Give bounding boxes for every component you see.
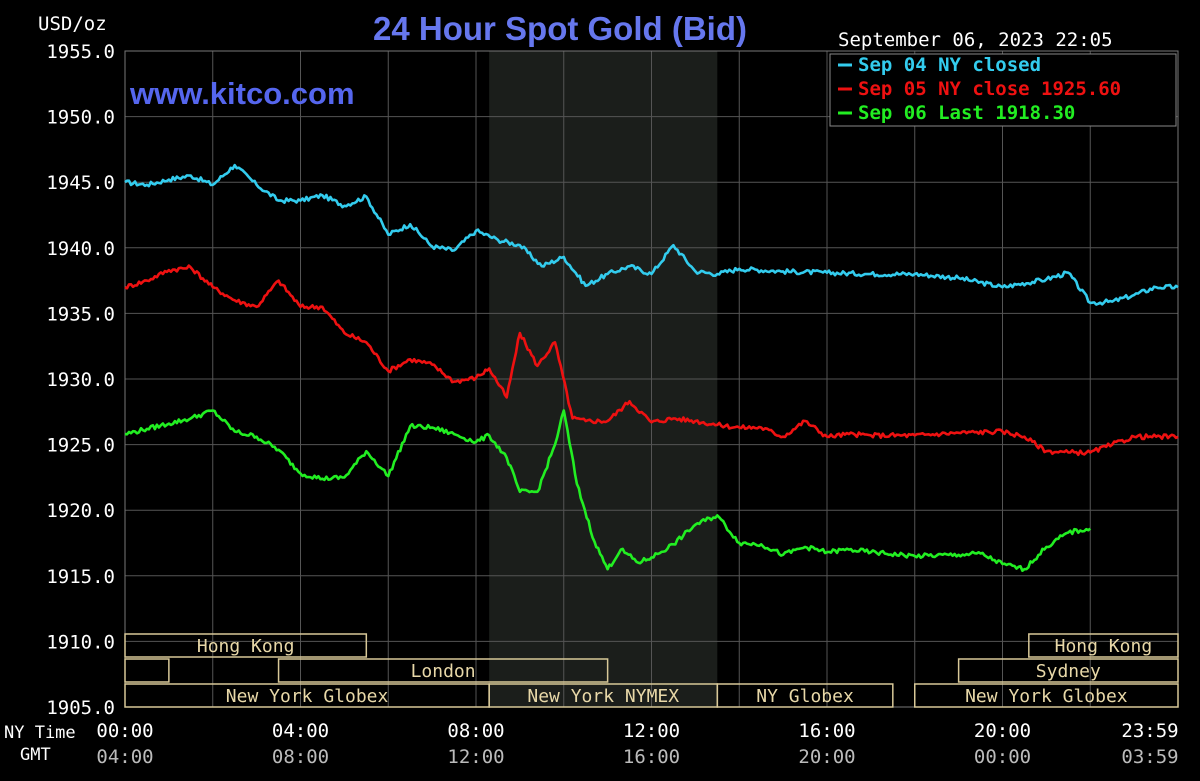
x-tick-label-ny: 16:00	[798, 720, 855, 742]
session-label: New York Globex	[226, 686, 389, 707]
y-tick-label: 1910.0	[46, 631, 115, 653]
session-box	[124, 658, 170, 683]
y-tick-label: 1945.0	[46, 172, 115, 194]
session-label: New York Globex	[965, 686, 1128, 707]
legend-label: Sep 06 Last 1918.30	[858, 102, 1075, 124]
x-row-label-ny: NY Time	[4, 723, 76, 743]
y-tick-label: 1905.0	[46, 697, 115, 719]
session-box	[1028, 633, 1179, 658]
legend-label: Sep 05 NY close 1925.60	[858, 78, 1121, 100]
y-tick-label: 1940.0	[46, 238, 115, 260]
series-line-2	[124, 264, 1179, 457]
x-tick-label-ny: 20:00	[974, 720, 1031, 742]
session-box	[124, 633, 368, 658]
session-box	[277, 658, 609, 683]
session-box	[716, 683, 894, 708]
y-tick-label: 1920.0	[46, 500, 115, 522]
session-box	[914, 683, 1179, 708]
x-tick-label-ny: 04:00	[272, 720, 329, 742]
session-box	[957, 658, 1179, 683]
chart-title: 24 Hour Spot Gold (Bid)	[373, 10, 747, 47]
x-tick-label-gmt: 12:00	[447, 746, 504, 768]
grid-layer	[124, 50, 1179, 708]
x-tick-label-gmt: 04:00	[96, 746, 153, 768]
x-tick-label-ny: 08:00	[447, 720, 504, 742]
watermark: www.kitco.com	[129, 76, 355, 111]
x-tick-label-gmt: 16:00	[623, 746, 680, 768]
y-tick-label: 1955.0	[46, 41, 115, 63]
legend-label: Sep 04 NY closed	[858, 54, 1041, 76]
x-tick-label-gmt: 08:00	[272, 746, 329, 768]
x-row-label-gmt: GMT	[20, 745, 51, 765]
series-line-1	[124, 163, 1179, 306]
y-tick-label: 1950.0	[46, 107, 115, 129]
series-line-3	[124, 409, 1092, 573]
x-tick-label-ny: 23:59	[1121, 720, 1178, 742]
session-label: NY Globex	[756, 686, 854, 707]
series-layer	[124, 163, 1179, 573]
y-axis-unit: USD/oz	[38, 13, 107, 35]
session-label: Hong Kong	[197, 636, 295, 657]
x-tick-label-gmt: 20:00	[798, 746, 855, 768]
session-label: New York NYMEX	[527, 686, 679, 707]
x-tick-label-gmt: 00:00	[974, 746, 1031, 768]
y-tick-label: 1930.0	[46, 369, 115, 391]
x-tick-label-ny: 00:00	[96, 720, 153, 742]
y-tick-label: 1915.0	[46, 566, 115, 588]
axis-layer: 1955.0 1950.0 1945.0 1940.0 1935.0 1930.0 1925…	[4, 41, 1179, 768]
legend-box	[829, 53, 1177, 127]
y-tick-label: 1935.0	[46, 303, 115, 325]
session-label: Hong Kong	[1055, 636, 1153, 657]
session-label: London	[411, 661, 476, 682]
x-tick-label-gmt: 03:59	[1121, 746, 1178, 768]
sessions-layer: Hong Kong Hong Kong London Sydney New York G…	[124, 633, 1179, 708]
timestamp: September 06, 2023 22:05	[838, 29, 1113, 51]
x-tick-label-ny: 12:00	[623, 720, 680, 742]
y-tick-label: 1925.0	[46, 435, 115, 457]
session-label: Sydney	[1036, 661, 1101, 682]
